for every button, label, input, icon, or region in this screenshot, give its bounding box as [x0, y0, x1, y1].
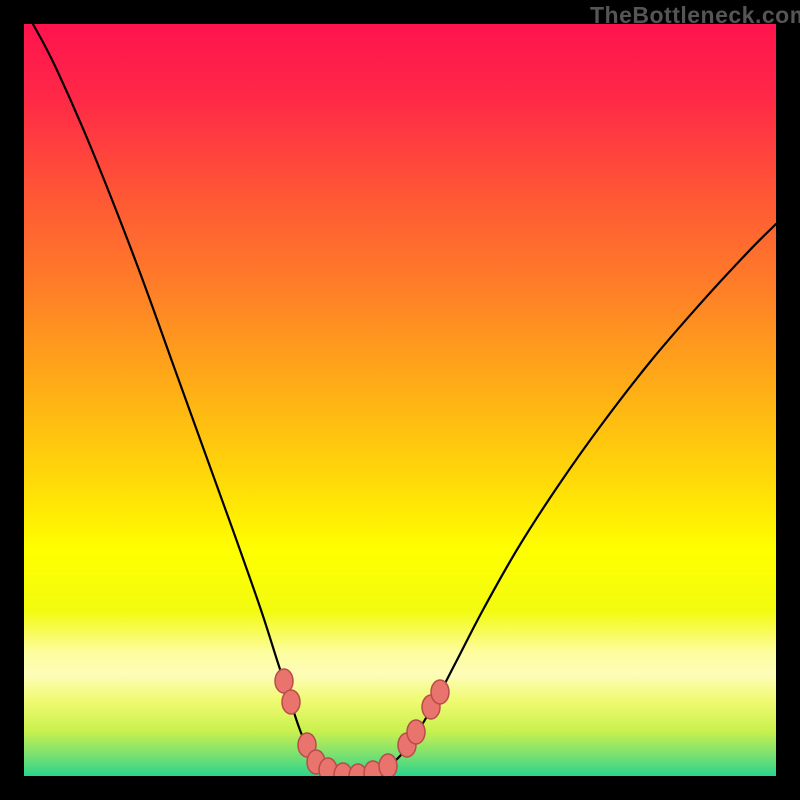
- watermark-text: TheBottleneck.com: [590, 2, 800, 29]
- curve-marker: [282, 690, 300, 714]
- curve-marker: [379, 754, 397, 776]
- chart-background: [24, 24, 776, 776]
- curve-marker: [407, 720, 425, 744]
- bottleneck-chart: [24, 24, 776, 776]
- chart-svg: [24, 24, 776, 776]
- curve-marker: [431, 680, 449, 704]
